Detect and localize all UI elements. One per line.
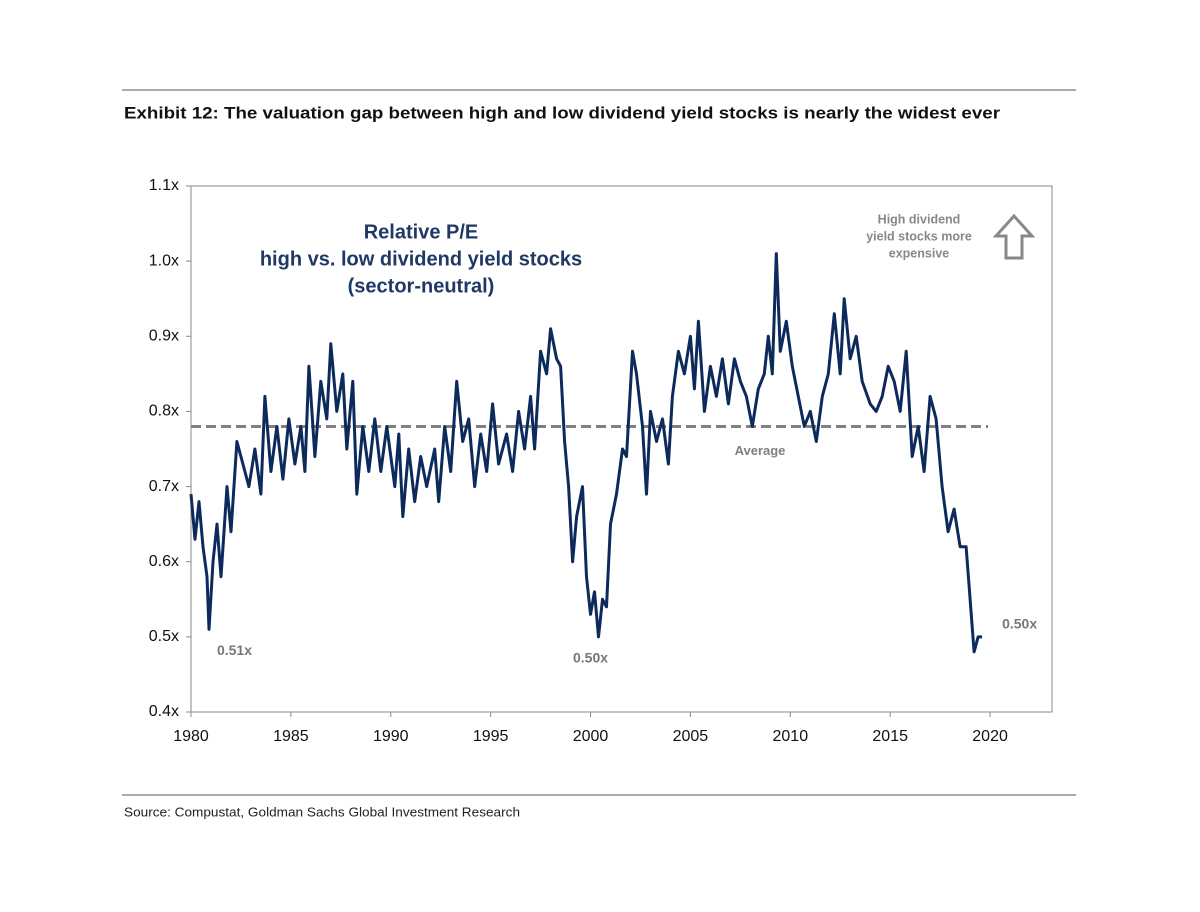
x-tick-label: 1990	[373, 728, 409, 745]
inner-title: Relative P/E	[364, 221, 479, 243]
y-tick-label: 1.1x	[149, 177, 179, 194]
y-tick-label: 0.9x	[149, 328, 179, 345]
point-annotation: 0.50x	[1002, 616, 1037, 632]
point-annotation: 0.50x	[573, 650, 608, 666]
arrow-note: expensive	[889, 246, 950, 260]
arrow-note: yield stocks more	[866, 229, 972, 243]
y-tick-label: 0.8x	[149, 403, 179, 420]
y-tick-label: 0.6x	[149, 553, 179, 570]
y-tick-label: 0.7x	[149, 478, 179, 495]
x-tick-label: 1980	[173, 728, 209, 745]
y-tick-label: 0.4x	[149, 703, 179, 720]
x-tick-label: 2005	[673, 728, 709, 745]
chart-title: Exhibit 12: The valuation gap between hi…	[124, 103, 1000, 122]
inner-title: high vs. low dividend yield stocks	[260, 248, 582, 270]
arrow-icon	[992, 213, 1036, 260]
arrow-note: High dividend	[878, 212, 961, 226]
x-tick-label: 1985	[273, 728, 309, 745]
y-tick-label: 1.0x	[149, 252, 179, 269]
x-tick-label: 2000	[573, 728, 609, 745]
x-tick-label: 1995	[473, 728, 509, 745]
plot-frame	[190, 185, 1053, 713]
x-tick-label: 2020	[972, 728, 1008, 745]
series-line	[189, 252, 983, 654]
inner-title: (sector-neutral)	[348, 275, 495, 297]
x-tick-label: 2015	[872, 728, 908, 745]
average-label: Average	[735, 443, 786, 458]
point-annotation: 0.51x	[217, 642, 252, 658]
y-tick-label: 0.5x	[149, 628, 179, 645]
x-tick-label: 2010	[773, 728, 809, 745]
source-note: Source: Compustat, Goldman Sachs Global …	[124, 804, 520, 819]
